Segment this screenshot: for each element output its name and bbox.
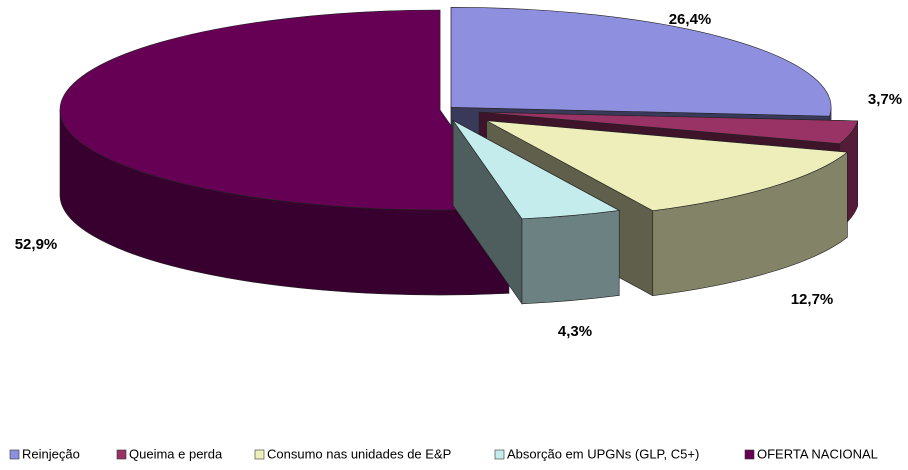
slice-wall bbox=[521, 210, 620, 305]
slice bbox=[452, 120, 621, 220]
slice bbox=[486, 120, 849, 212]
legend-label: Reinjeção bbox=[22, 446, 80, 461]
legend-swatch bbox=[744, 449, 755, 460]
value-label: 3,7% bbox=[868, 91, 902, 108]
legend-label: Queima e perda bbox=[129, 446, 223, 461]
legend-swatch bbox=[9, 449, 20, 460]
legend-swatch bbox=[116, 449, 127, 460]
value-label: 26,4% bbox=[669, 11, 712, 28]
legend-label: Absorção em UPGNs (GLP, C5+) bbox=[507, 446, 699, 461]
value-label: 4,3% bbox=[558, 323, 592, 340]
legend-swatch bbox=[494, 449, 505, 460]
slice bbox=[59, 9, 510, 211]
value-label: 52,9% bbox=[15, 236, 58, 253]
slice bbox=[479, 111, 859, 144]
slice bbox=[450, 7, 832, 117]
legend-label: Consumo nas unidades de E&P bbox=[267, 446, 451, 461]
legend-label: OFERTA NACIONAL bbox=[757, 446, 878, 461]
value-label: 12,7% bbox=[791, 291, 834, 308]
legend-swatch bbox=[254, 449, 265, 460]
